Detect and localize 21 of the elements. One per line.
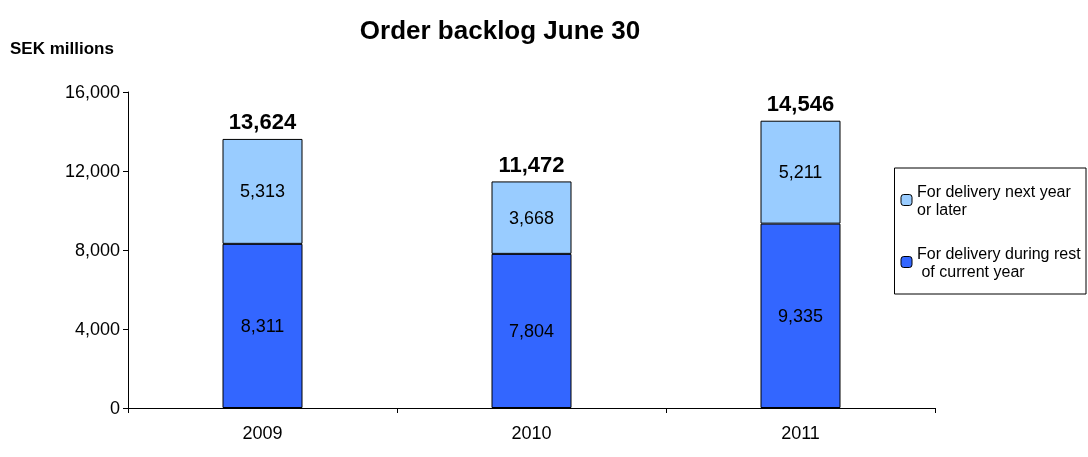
data-label: 3,668 [508, 207, 555, 228]
y-tick-label: 12,000 [64, 161, 120, 181]
y-tick-label: 16,000 [64, 82, 120, 102]
total-label: 14,546 [766, 91, 835, 117]
legend-label: For delivery during rest of current year [917, 244, 1082, 280]
data-label: 5,313 [239, 181, 286, 202]
y-axis-title: SEK millions [10, 39, 114, 58]
x-tick-label: 2010 [511, 423, 552, 443]
y-tick-label: 4,000 [74, 319, 120, 339]
data-label: 7,804 [508, 320, 555, 341]
y-tick-label: 0 [109, 398, 120, 418]
x-tick-label: 2009 [242, 423, 283, 443]
data-label: 8,311 [240, 315, 285, 336]
data-label: 9,335 [777, 305, 824, 326]
y-tick-label: 8,000 [74, 240, 120, 260]
legend-label: For delivery next year or later [917, 182, 1076, 218]
chart-title: Order backlog June 30 [359, 15, 641, 45]
total-label: 13,624 [228, 109, 297, 135]
x-tick-label: 2011 [781, 423, 820, 443]
data-label: 5,211 [778, 162, 823, 183]
total-label: 11,472 [498, 151, 565, 177]
